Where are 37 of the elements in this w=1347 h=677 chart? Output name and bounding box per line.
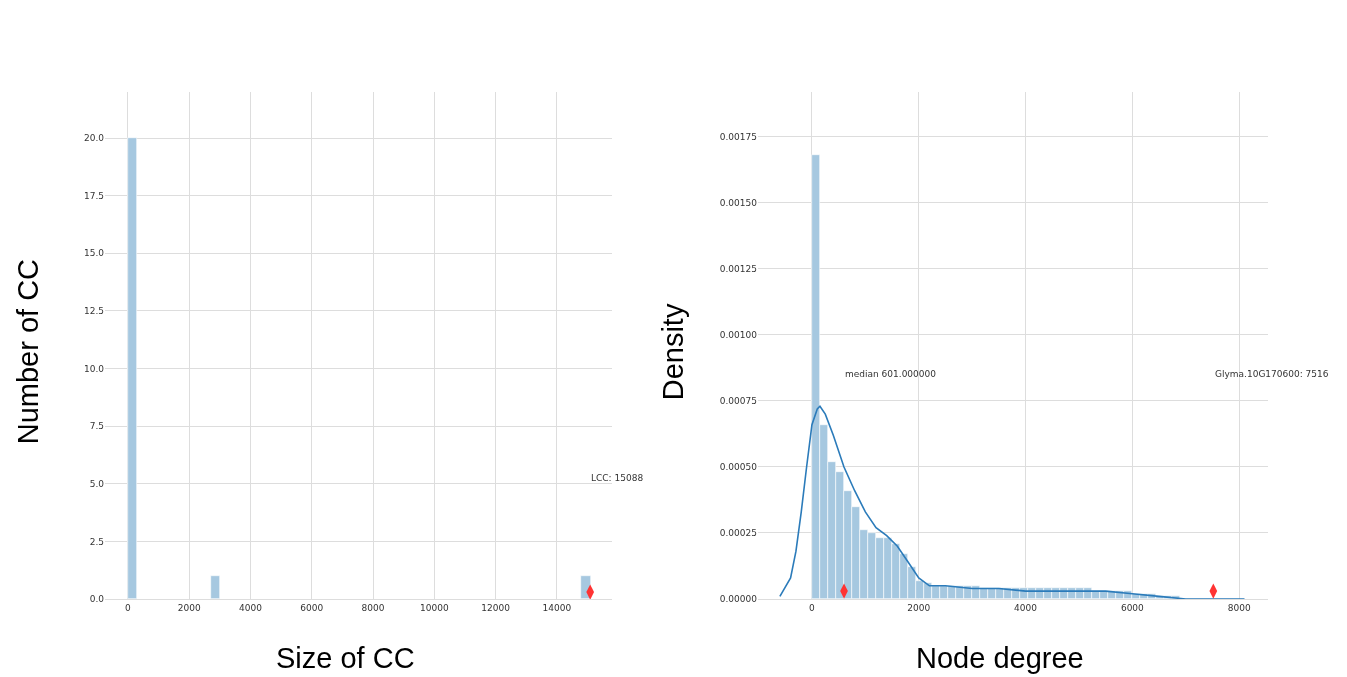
y-tick-label: 12.5 [83, 306, 104, 317]
y-tick-label: 0.00100 [719, 330, 758, 341]
y-tick-label: 17.5 [83, 190, 104, 201]
y-tick-label: 5.0 [89, 478, 105, 489]
x-tick-label: 8000 [1227, 602, 1251, 613]
x-tick-label: 2000 [177, 602, 201, 613]
x-tick-label: 4000 [1014, 602, 1038, 613]
x-tick-label: 14000 [542, 602, 572, 613]
x-tick-label: 6000 [1120, 602, 1145, 613]
y-tick-label: 0.00175 [719, 132, 757, 143]
y-tick-label: 0.00150 [719, 198, 758, 209]
x-tick-label: 2000 [907, 602, 931, 613]
x-tick-label: 8000 [361, 602, 385, 613]
x-tick-label: 12000 [481, 602, 511, 613]
x-tick-label: 10000 [420, 602, 449, 613]
annotation: median 601.000000 [845, 369, 937, 379]
y-tick-label: 2.5 [89, 536, 104, 547]
annotation: LCC: 15088 [591, 473, 644, 483]
y-tick-label: 0.0 [89, 594, 105, 605]
y-axis-title: Density [656, 303, 689, 401]
x-tick-label: 6000 [300, 602, 324, 613]
y-axis-title: Number of CC [11, 258, 44, 445]
y-tick-label: 0.00025 [719, 528, 757, 539]
x-tick-label: 0 [125, 602, 132, 613]
y-tick-label: 0.00075 [719, 396, 757, 407]
y-tick-label: 0.00000 [719, 594, 758, 605]
x-tick-label: 0 [809, 602, 816, 613]
annotation: Glyma.10G170600: 7516 [1215, 369, 1329, 379]
x-axis-title: Size of CC [276, 642, 415, 674]
y-tick-label: 0.00050 [719, 462, 758, 473]
y-tick-label: 20.0 [83, 133, 105, 144]
y-tick-label: 15.0 [83, 248, 105, 259]
y-tick-label: 10.0 [83, 363, 105, 374]
y-tick-label: 0.00125 [719, 264, 757, 275]
x-tick-label: 4000 [239, 602, 263, 613]
y-tick-label: 7.5 [89, 421, 104, 432]
x-axis-title: Node degree [916, 642, 1084, 674]
